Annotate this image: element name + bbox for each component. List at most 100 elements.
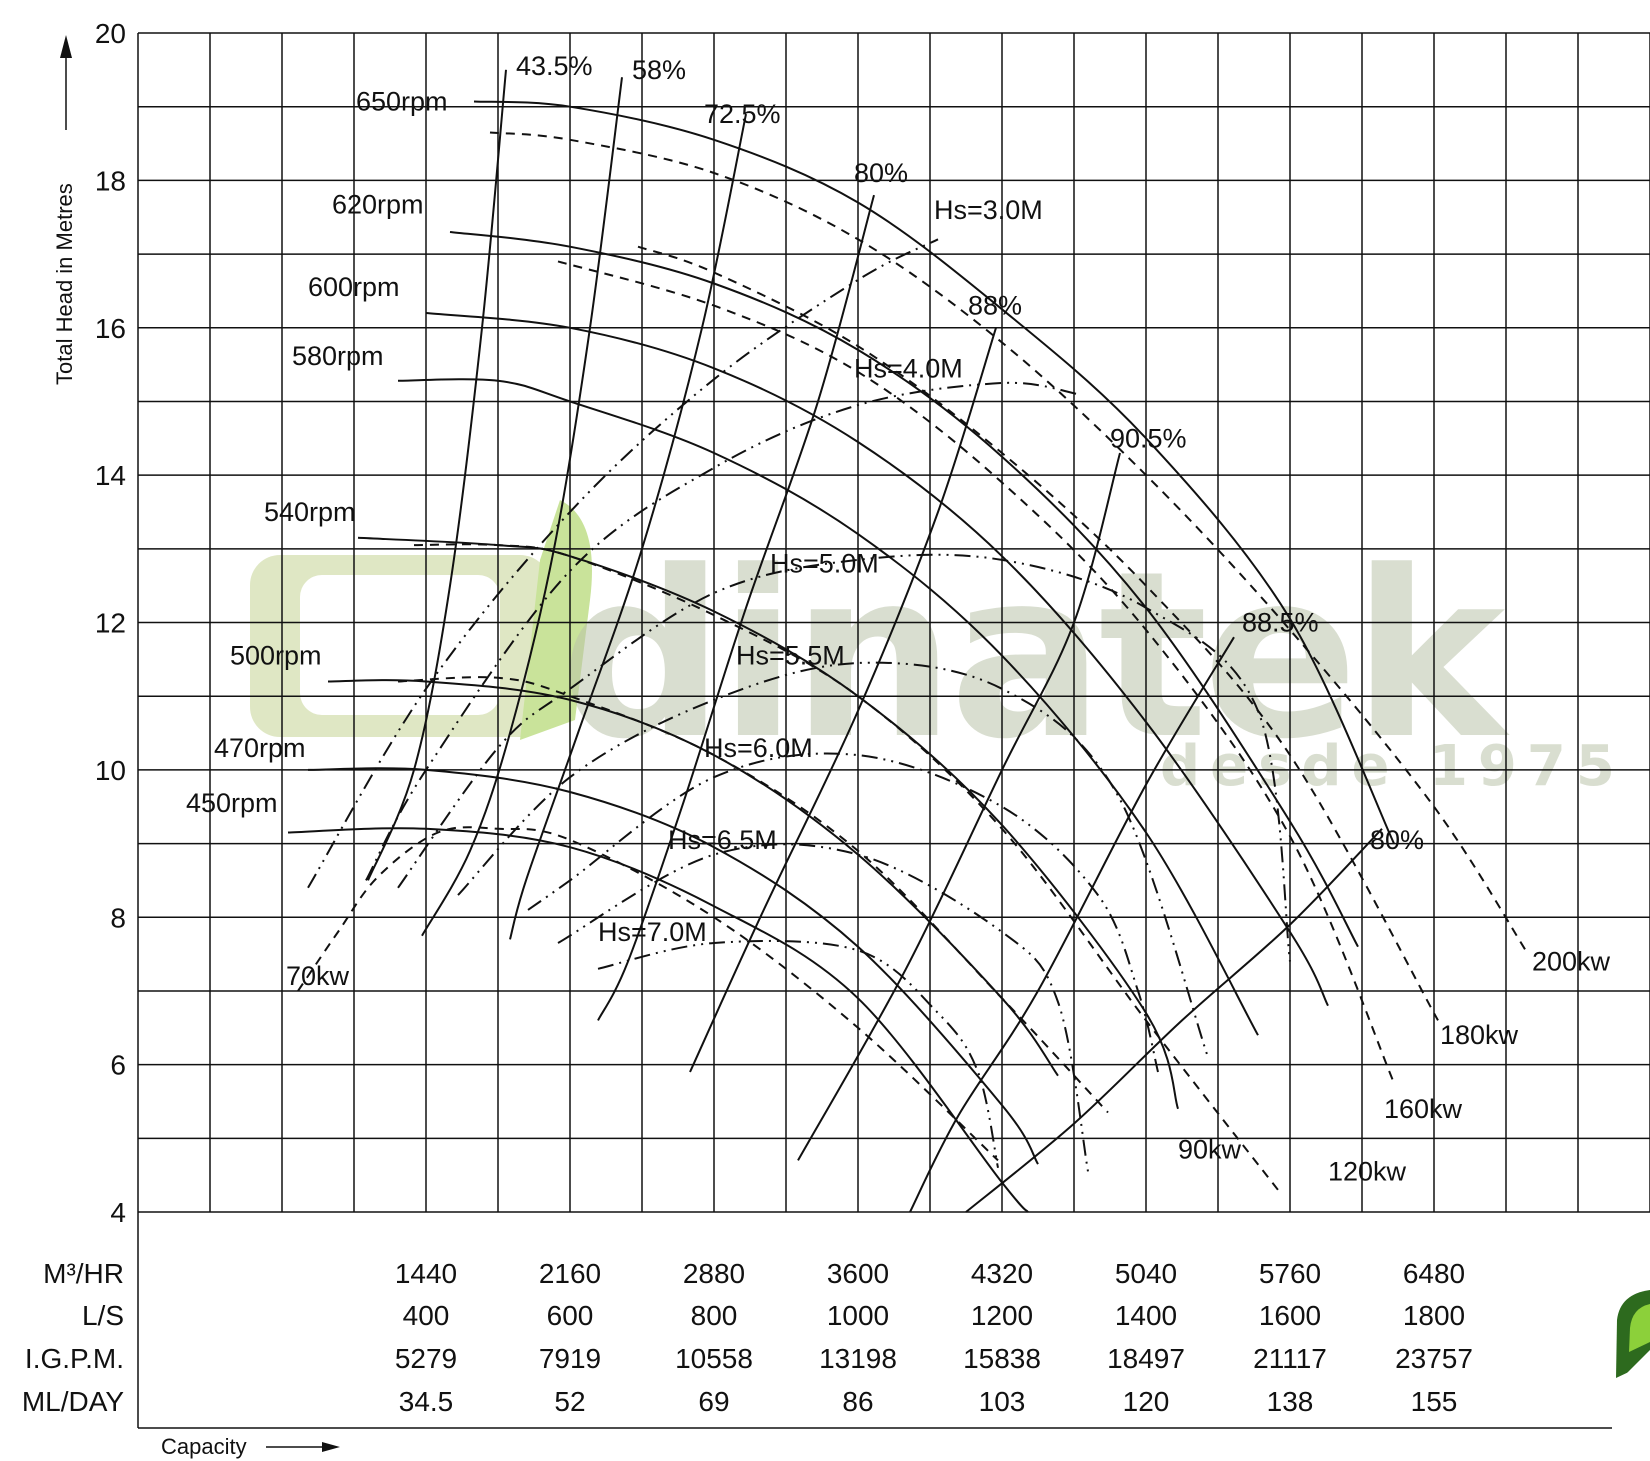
power-curve-180kw (637, 245, 1439, 1021)
table-cell: 600 (547, 1300, 594, 1331)
curve-label-200kw: 200kw (1532, 946, 1611, 976)
npsh-curve-hs-5-0m (397, 553, 1291, 962)
table-cell: 1200 (971, 1300, 1033, 1331)
table-cell: 400 (403, 1300, 450, 1331)
npsh-curve-hs-7-0m (597, 939, 999, 1169)
speed-curve-470rpm (307, 767, 1039, 1165)
table-cell: 15838 (963, 1343, 1041, 1374)
y-tick-label: 4 (110, 1197, 126, 1228)
curve-label-80: 80% (1370, 825, 1424, 855)
curve-label-88: 88% (968, 291, 1022, 321)
curve-label-600rpm: 600rpm (308, 272, 400, 302)
speed-curve-600rpm (425, 312, 1329, 1007)
speed-curve-450rpm (287, 827, 1029, 1213)
table-cell: 1600 (1259, 1300, 1321, 1331)
efficiency-curve-80 (597, 194, 875, 1021)
watermark-tagline-text: desde 1975 (1160, 734, 1625, 799)
curve-label-58: 58% (632, 55, 686, 85)
speed-curve-650rpm (473, 100, 1395, 845)
curve-label-80: 80% (854, 158, 908, 188)
y-axis-arrow-icon (60, 35, 72, 58)
y-tick-label: 14 (95, 460, 126, 491)
speed-curve-580rpm (397, 378, 1259, 1036)
table-unit-label: ML/DAY (22, 1386, 124, 1417)
table-cell: 18497 (1107, 1343, 1185, 1374)
table-cell: 1440 (395, 1258, 457, 1289)
efficiency-curve-88-5 (909, 636, 1235, 1213)
chart-curves (287, 69, 1529, 1213)
curve-label-hs-5-5m: Hs=5.5M (736, 641, 845, 671)
efficiency-curve-72-5 (509, 113, 747, 940)
table-unit-label: I.G.P.M. (25, 1343, 124, 1374)
table-cell: 2160 (539, 1258, 601, 1289)
table-cell: 5760 (1259, 1258, 1321, 1289)
chart-grid (60, 32, 1650, 1452)
curve-label-120kw: 120kw (1328, 1156, 1407, 1186)
brand-logo-icon (1612, 1290, 1650, 1382)
table-cell: 34.5 (399, 1386, 454, 1417)
efficiency-curve-80 (965, 828, 1383, 1213)
y-tick-label: 12 (95, 608, 126, 639)
table-cell: 155 (1411, 1386, 1458, 1417)
curve-label-90kw: 90kw (1178, 1134, 1242, 1164)
npsh-curve-hs-5-5m (457, 661, 1209, 1058)
curve-label-500rpm: 500rpm (230, 641, 322, 671)
table-cell: 2880 (683, 1258, 745, 1289)
watermark-frame-inner (300, 575, 500, 715)
power-curve-90kw (397, 676, 1109, 1114)
y-axis-ticks: 4 6 8 10 12 14 16 18 20 (95, 18, 126, 1228)
y-tick-label: 6 (110, 1050, 126, 1081)
curve-label-470rpm: 470rpm (214, 733, 306, 763)
curve-label-88-5: 88.5% (1242, 608, 1319, 638)
axis-titles: Total Head in Metres Capacity (52, 183, 247, 1459)
table-cell: 52 (554, 1386, 585, 1417)
table-cell: 13198 (819, 1343, 897, 1374)
curve-label-180kw: 180kw (1440, 1020, 1519, 1050)
table-unit-label: L/S (82, 1300, 124, 1331)
y-tick-label: 20 (95, 18, 126, 49)
curve-label-580rpm: 580rpm (292, 341, 384, 371)
curve-label-70kw: 70kw (286, 961, 350, 991)
table-cell: 10558 (675, 1343, 753, 1374)
table-cell: 138 (1267, 1386, 1314, 1417)
power-curve-160kw (557, 260, 1395, 1084)
curve-label-hs-7-0m: Hs=7.0M (598, 917, 707, 947)
curve-label-540rpm: 540rpm (264, 497, 356, 527)
table-cell: 69 (698, 1386, 729, 1417)
capacity-table: M³/HR 1440 2160 2880 3600 4320 5040 5760 6480 L/S… (22, 1258, 1473, 1417)
table-cell: 3600 (827, 1258, 889, 1289)
y-tick-label: 10 (95, 755, 126, 786)
table-cell: 103 (979, 1386, 1026, 1417)
npsh-curve-hs-3-0m (307, 238, 939, 889)
npsh-curve-hs-4-0m (365, 381, 1079, 881)
table-cell: 86 (842, 1386, 873, 1417)
curve-label-hs-6-5m: Hs=6.5M (668, 825, 777, 855)
curve-label-43-5: 43.5% (516, 51, 593, 81)
curve-labels: 650rpm 620rpm 600rpm 580rpm 540rpm 500rpm 470r… (186, 51, 1611, 1186)
table-cell: 6480 (1403, 1258, 1465, 1289)
npsh-curve-hs-6-0m (527, 752, 1159, 1073)
power-curve-120kw (413, 543, 1279, 1191)
y-axis-title: Total Head in Metres (52, 183, 77, 385)
x-axis-title: Capacity (161, 1434, 247, 1459)
power-curve-70kw (297, 826, 999, 1162)
table-cell: 1800 (1403, 1300, 1465, 1331)
curve-label-hs-5-0m: Hs=5.0M (770, 549, 879, 579)
table-cell: 7919 (539, 1343, 601, 1374)
table-cell: 4320 (971, 1258, 1033, 1289)
table-cell: 5279 (395, 1343, 457, 1374)
table-cell: 120 (1123, 1386, 1170, 1417)
watermark-leaf (520, 500, 592, 740)
y-tick-label: 18 (95, 165, 126, 196)
curve-label-hs-6-0m: Hs=6.0M (704, 733, 813, 763)
curve-label-hs-3-0m: Hs=3.0M (934, 195, 1043, 225)
speed-curve-620rpm (449, 231, 1359, 948)
table-cell: 1400 (1115, 1300, 1177, 1331)
y-tick-label: 8 (110, 902, 126, 933)
table-cell: 5040 (1115, 1258, 1177, 1289)
npsh-curve-hs-6-5m (557, 843, 1089, 1172)
table-unit-label: M³/HR (43, 1258, 124, 1289)
y-tick-label: 16 (95, 313, 126, 344)
table-cell: 23757 (1395, 1343, 1473, 1374)
